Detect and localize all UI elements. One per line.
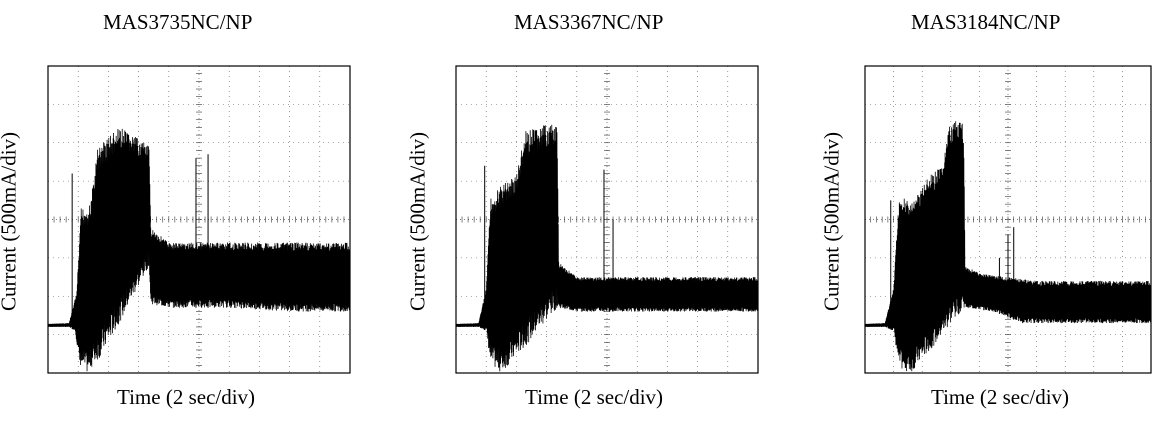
x-axis-label: Time (2 sec/div)	[117, 385, 256, 409]
plot-frame	[864, 65, 1152, 374]
signal-trace	[47, 128, 351, 372]
y-axis-label: Current (500mA/div)	[819, 131, 844, 312]
chart-title: MAS3735NC/NP	[103, 10, 253, 34]
chart-panel-2: MAS3367NC/NP Current (500mA/div) Time (2…	[384, 0, 769, 421]
x-axis-label: Time (2 sec/div)	[931, 385, 1070, 409]
signal-trace	[455, 124, 759, 372]
plot-frame	[455, 65, 759, 374]
chart-title: MAS3367NC/NP	[514, 10, 664, 34]
chart-title: MAS3184NC/NP	[911, 10, 1061, 34]
chart-panel-1: MAS3735NC/NP Current (500mA/div) Time (2…	[0, 0, 385, 421]
plot-area	[864, 65, 1152, 374]
plot-area	[47, 65, 351, 374]
plot-frame	[47, 65, 351, 374]
plot-area	[455, 65, 759, 374]
chart-panel-3: MAS3184NC/NP Current (500mA/div) Time (2…	[771, 0, 1156, 421]
x-axis-label: Time (2 sec/div)	[525, 385, 664, 409]
y-axis-label: Current (500mA/div)	[405, 131, 430, 312]
y-axis-label: Current (500mA/div)	[0, 131, 21, 312]
